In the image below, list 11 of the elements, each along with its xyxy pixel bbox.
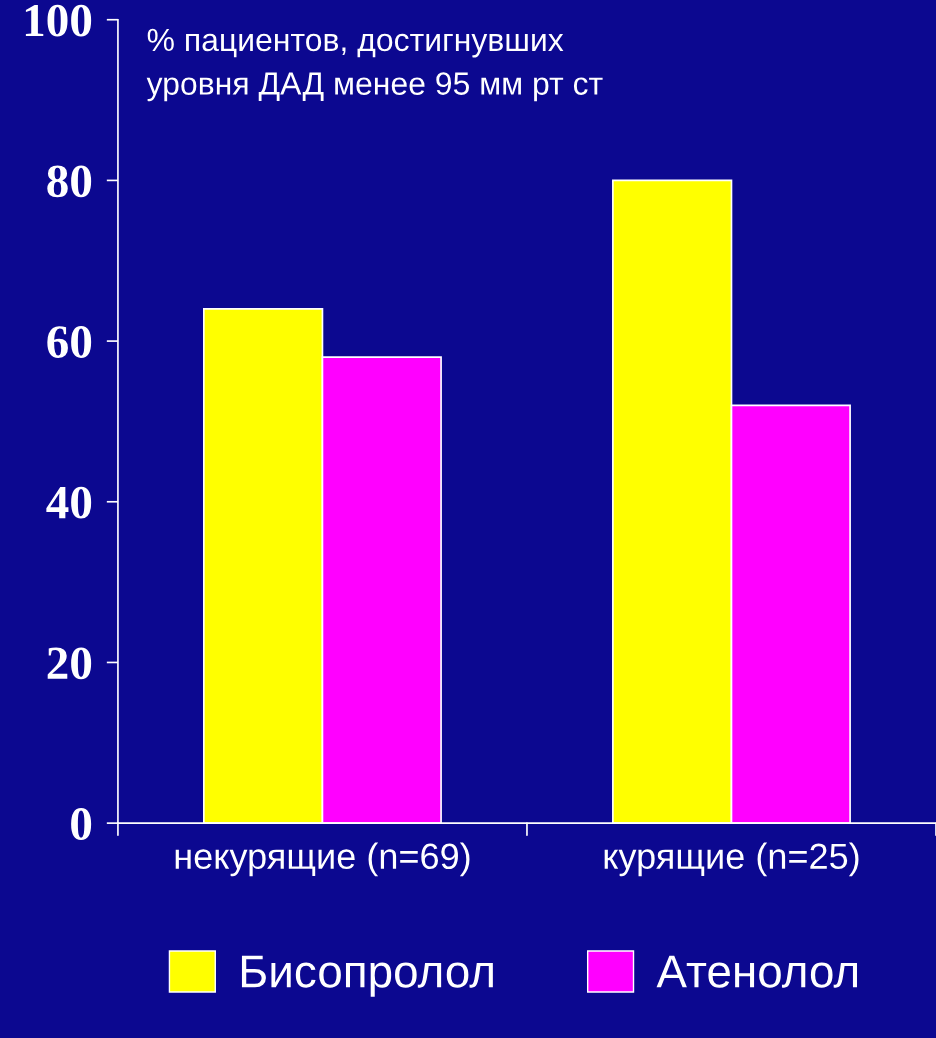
y-axis-title: % пациентов, достигнувших уровня ДАД менее 95 мм рт ст xyxy=(146,28,603,102)
y-tick-label: 80 xyxy=(47,165,92,198)
x-tick-label: некурящие (n=69) xyxy=(175,842,470,877)
y-tick-label: 20 xyxy=(47,647,92,680)
y-tick-label: 0 xyxy=(71,808,92,840)
legend-label: Бисопролол xyxy=(241,955,493,997)
legend-label: Атенолол xyxy=(656,955,857,988)
x-tick-label: курящие (n=25) xyxy=(604,842,859,877)
y-tick-label: 100 xyxy=(25,4,92,37)
y-tick-label: 60 xyxy=(47,326,92,358)
y-tick-label: 40 xyxy=(46,486,92,519)
